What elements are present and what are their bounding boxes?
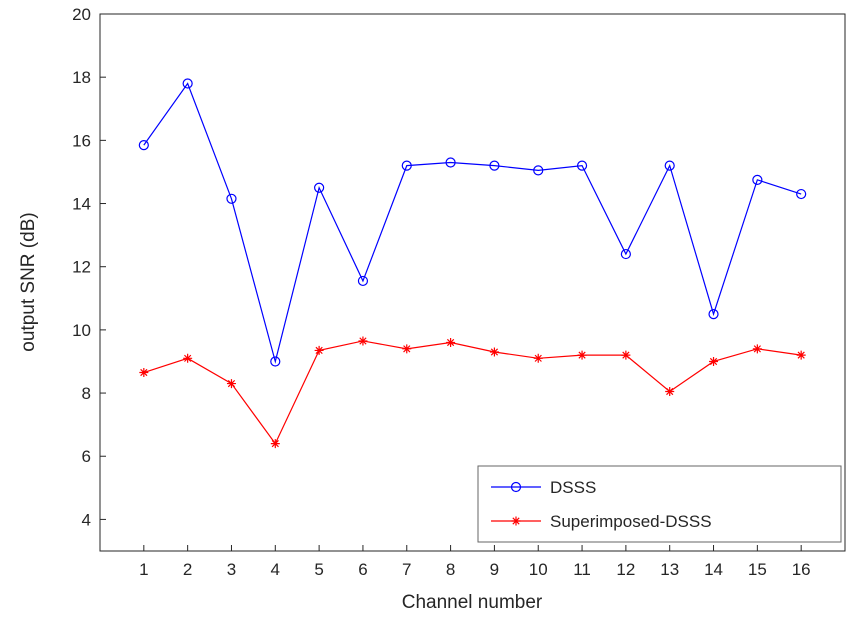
legend: DSSS Superimposed-DSSS (477, 465, 842, 543)
y-tick-label: 6 (82, 447, 91, 466)
data-point-asterisk (226, 379, 236, 389)
y-tick-label: 4 (82, 510, 91, 529)
data-point-asterisk (665, 386, 675, 396)
data-point-asterisk (621, 350, 631, 360)
x-tick-label: 4 (271, 560, 280, 579)
data-point-asterisk (533, 353, 543, 363)
data-point-circle (357, 275, 369, 287)
legend-marker-circle-icon (510, 481, 522, 493)
data-point-asterisk (183, 353, 193, 363)
x-tick-label: 16 (792, 560, 811, 579)
x-tick-label: 7 (402, 560, 411, 579)
data-point-asterisk (358, 336, 368, 346)
y-tick-label: 12 (72, 258, 91, 277)
data-point-circle (226, 193, 237, 204)
data-point-asterisk (139, 368, 149, 378)
legend-marker-asterisk-icon (511, 516, 521, 526)
series-group (138, 78, 807, 449)
data-point-circle (620, 248, 631, 260)
data-point-circle (708, 308, 719, 320)
x-tick-label: 3 (227, 560, 236, 579)
x-tick-label: 9 (490, 560, 499, 579)
x-tick-label: 5 (314, 560, 323, 579)
data-point-circle (445, 157, 456, 168)
x-axis-label: Channel number (402, 592, 543, 613)
y-tick-label: 18 (72, 68, 91, 87)
x-tick-label: 2 (183, 560, 192, 579)
data-point-circle (401, 160, 412, 171)
data-point-asterisk (709, 356, 719, 366)
data-point-asterisk (446, 338, 456, 348)
dsss-line (143, 82, 802, 364)
y-tick-label: 14 (72, 195, 91, 214)
y-tick-label: 10 (72, 321, 91, 340)
x-tick-label: 1 (139, 560, 148, 579)
data-point-asterisk (796, 350, 806, 360)
superimposed-dsss-line (143, 340, 802, 445)
legend-box (477, 465, 842, 543)
x-tick-label: 8 (446, 560, 455, 579)
data-point-asterisk (314, 345, 324, 355)
data-point-asterisk (577, 350, 587, 360)
data-point-circle (752, 174, 763, 185)
data-point-asterisk (752, 344, 762, 354)
data-point-circle (796, 188, 807, 200)
data-point-circle (270, 356, 281, 367)
x-tick-label: 6 (358, 560, 367, 579)
data-point-circle (182, 78, 193, 89)
data-point-circle (576, 160, 588, 171)
data-point-circle (138, 139, 149, 151)
y-tick-label: 16 (72, 131, 91, 150)
legend-label-superimposed-dsss: Superimposed-DSSS (550, 512, 712, 531)
y-tick-label: 8 (82, 384, 91, 403)
x-tick-label: 11 (573, 560, 591, 579)
data-point-asterisk (489, 347, 499, 357)
data-point-circle (314, 182, 325, 193)
x-tick-label: 12 (616, 560, 635, 579)
data-point-circle (489, 160, 500, 171)
x-tick-label: 15 (748, 560, 767, 579)
data-point-circle (533, 165, 544, 176)
data-point-circle (664, 160, 675, 171)
x-tick-label: 13 (660, 560, 679, 579)
legend-label-dsss: DSSS (550, 478, 596, 497)
y-axis-label: output SNR (dB) (18, 212, 39, 351)
x-tick-label: 14 (704, 560, 723, 579)
data-point-asterisk (402, 344, 412, 354)
data-point-asterisk (270, 439, 280, 449)
x-tick-label: 10 (529, 560, 548, 579)
plot-box (99, 13, 846, 552)
y-tick-label: 20 (72, 5, 91, 24)
